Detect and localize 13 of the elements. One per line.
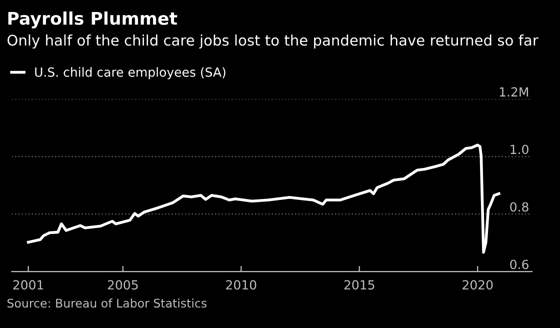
legend-label: U.S. child care employees (SA) — [35, 67, 226, 80]
source-note: Source: Bureau of Labor Statistics — [8, 298, 207, 308]
y-tick-label: 0.8 — [510, 202, 528, 212]
x-tick-label: 2005 — [108, 280, 138, 290]
chart-subtitle: Only half of the child care jobs lost to the pandemic have returned so far — [8, 34, 538, 49]
x-tick-label: 2020 — [462, 280, 493, 290]
y-tick-label: 0.6 — [510, 260, 528, 270]
x-tick-label: 2010 — [226, 280, 256, 290]
x-tick-label: 2001 — [13, 280, 44, 290]
chart-title: Payrolls Plummet — [8, 11, 178, 28]
y-tick-label: 1.2M — [500, 87, 528, 96]
x-tick-label: 2015 — [344, 280, 374, 290]
y-tick-label: 1.0 — [510, 144, 528, 154]
